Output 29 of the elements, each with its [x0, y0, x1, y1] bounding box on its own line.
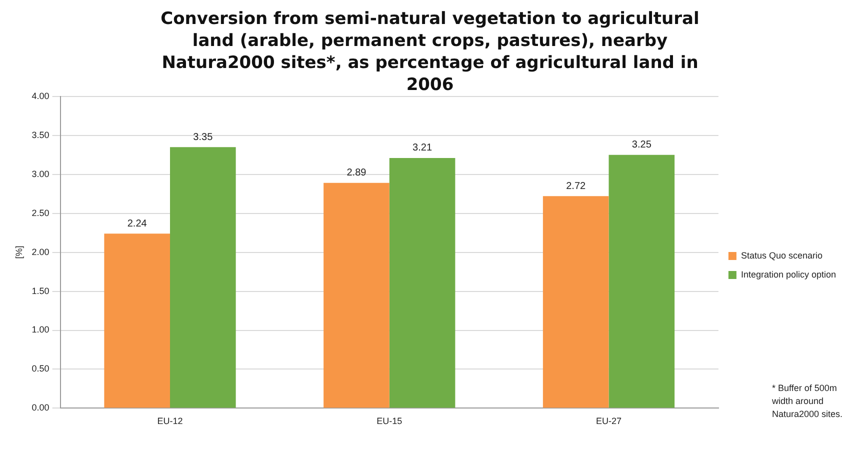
- y-tick-label: 1.00: [32, 324, 50, 335]
- bar: [542, 196, 609, 408]
- y-tick-label: 2.50: [32, 208, 50, 218]
- bar: [608, 154, 675, 408]
- bar: [104, 234, 170, 408]
- bar: [389, 158, 456, 408]
- data-label: 3.35: [193, 132, 214, 143]
- chart-title: Conversion from semi-natural vegetation to agricultural land (arable, permanent crops, pastures), nearby Natura2000 sites*, as percentage of agricultural land in 2006: [160, 8, 700, 96]
- data-label: 2.24: [127, 218, 148, 230]
- x-tick-label: EU-15: [376, 416, 402, 426]
- data-label: 3.25: [632, 140, 652, 151]
- x-tick-label: EU-27: [596, 416, 622, 426]
- y-tick-label: 0.00: [32, 402, 50, 413]
- y-tick-label: 3.00: [32, 168, 50, 179]
- y-tick-label: 2.00: [32, 246, 50, 257]
- y-tick-label: 3.50: [32, 130, 50, 140]
- data-label: 3.21: [412, 142, 432, 154]
- data-label: 2.72: [566, 180, 586, 192]
- x-tick-label: EU-12: [157, 416, 183, 426]
- bar: [324, 182, 390, 408]
- data-label: 2.89: [346, 168, 367, 179]
- bar: [170, 147, 236, 408]
- y-tick-label: 4.00: [32, 90, 50, 101]
- legend-label: Integration policy option: [740, 269, 836, 280]
- y-axis-title: [%]: [14, 246, 24, 259]
- y-tick-label: 1.50: [32, 286, 50, 296]
- legend-label: Status Quo scenario: [740, 250, 822, 260]
- text: * Buffer of 500m width around Natura2000 sites.: [772, 382, 844, 421]
- y-tick-label: 0.50: [32, 364, 50, 374]
